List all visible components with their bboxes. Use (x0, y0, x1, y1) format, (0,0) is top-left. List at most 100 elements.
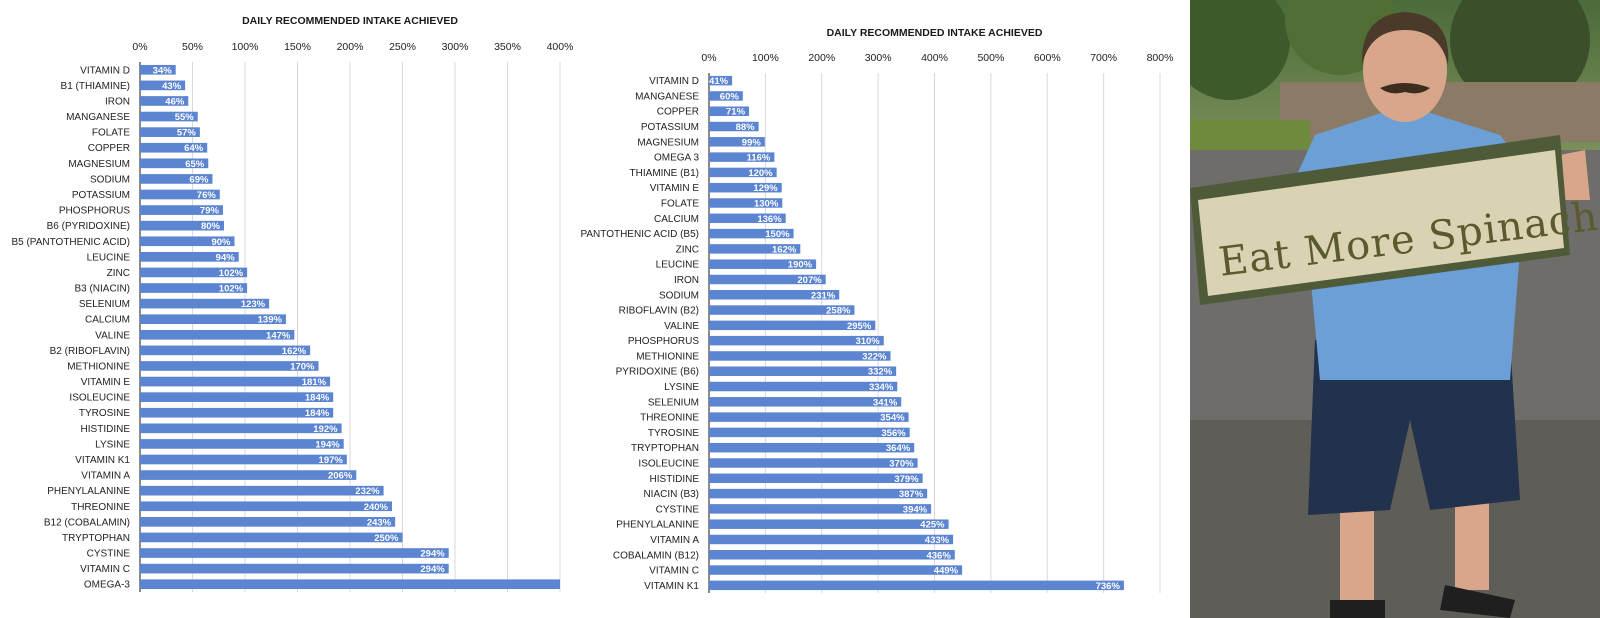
chart-0-bar (140, 158, 209, 169)
chart-0-data-label: 194% (315, 439, 340, 450)
photo-man-with-sign: Eat More Spinach (1190, 0, 1600, 618)
chart-1-x-tick: 300% (865, 52, 892, 64)
chart-0-x-tick: 300% (442, 41, 469, 53)
chart-1-bar (709, 488, 928, 499)
chart-1-x-tick: 600% (1034, 52, 1061, 64)
chart-0-bar (140, 298, 270, 309)
chart-1-data-label: 207% (797, 275, 822, 286)
photo-leg (1455, 500, 1489, 590)
chart-0-category-label: MANGANESE (66, 112, 130, 123)
chart-1-category-label: VITAMIN C (649, 566, 699, 577)
chart-0-data-label: 46% (165, 96, 185, 107)
chart-1-data-label: 332% (868, 367, 893, 378)
chart-1-category-label: THREONINE (640, 413, 699, 424)
chart-1-bar (709, 351, 891, 361)
chart-0-bar (140, 345, 311, 356)
chart-0-category-label: ISOLEUCINE (69, 393, 130, 404)
chart-0-x-tick: 250% (389, 41, 416, 53)
chart-1-category-label: MAGNESIUM (637, 137, 699, 148)
chart-0-data-label: 294% (420, 564, 445, 575)
chart-1-bar (709, 381, 898, 392)
chart-1-data-label: 99% (742, 137, 762, 148)
chart-1-category-label: PHOSPHORUS (628, 336, 699, 347)
chart-1-category-label: VITAMIN E (650, 183, 700, 194)
chart-1-data-label: 162% (772, 244, 797, 255)
chart-0-category-label: PHOSPHORUS (59, 206, 130, 217)
chart-1-bar (709, 259, 817, 269)
chart-1-bar (709, 534, 954, 545)
chart-0-bar (140, 220, 224, 231)
chart-0-bar (140, 361, 319, 371)
chart-1-data-label: 449% (934, 566, 959, 577)
chart-0-bar (140, 64, 176, 75)
chart-1-bar (709, 167, 777, 178)
chart-0-data-label: 250% (374, 533, 399, 544)
chart-0-x-tick: 350% (494, 41, 521, 53)
chart-1-bar (709, 320, 876, 331)
chart-1-bar (709, 427, 910, 438)
chart-0-x-tick: 400% (547, 41, 574, 53)
chart-1-bar (709, 442, 915, 453)
chart-1-category-label: ISOLEUCINE (638, 459, 699, 470)
chart-0-data-label: 43% (162, 81, 182, 92)
chart-1-data-label: 354% (880, 413, 905, 424)
chart-1-bar (709, 152, 775, 162)
chart-1-data-label: 129% (753, 183, 778, 194)
chart-1-data-label: 88% (736, 122, 756, 133)
chart-0-category-label: B2 (RIBOFLAVIN) (50, 346, 130, 357)
chart-0-data-label: 90% (211, 237, 231, 248)
chart-1-bar (709, 580, 1124, 591)
chart-0-bar (140, 189, 220, 200)
chart-0-bar (140, 423, 342, 434)
photo-head (1363, 18, 1447, 122)
chart-1-bar (709, 335, 884, 346)
chart-1-category-label: TRYPTOPHAN (631, 443, 699, 454)
chart-0-bar (140, 392, 334, 402)
chart-1-bar (709, 366, 897, 376)
chart-1-data-label: 433% (925, 535, 950, 546)
chart-1-category-label: LYSINE (664, 382, 699, 393)
chart-1-x-tick: 100% (752, 52, 779, 64)
chart-0-bar (140, 548, 449, 558)
chart-1-x-tick: 400% (921, 52, 948, 64)
chart-1-data-label: 71% (726, 107, 746, 118)
chart-1-data-label: 334% (869, 382, 894, 393)
chart-0-category-label: SELENIUM (79, 299, 130, 310)
chart-0-data-label: 55% (175, 112, 195, 123)
chart-0-category-label: SODIUM (90, 174, 130, 185)
chart-0-bar (140, 142, 208, 153)
chart-0-category-label: FOLATE (92, 128, 130, 139)
chart-0-data-label: 197% (319, 455, 344, 466)
chart-1-bar (709, 91, 743, 101)
chart-0-category-label: PHENYLALANINE (47, 486, 130, 497)
chart-0-title: DAILY RECOMMENDED INTAKE ACHIEVED (242, 15, 458, 27)
photo-hair (1361, 12, 1449, 65)
chart-1-data-label: 231% (811, 290, 836, 301)
chart-1-data-label: 120% (748, 168, 773, 179)
chart-0-x-tick: 100% (232, 41, 259, 53)
chart-0-category-label: VITAMIN E (81, 377, 131, 388)
chart-1-category-label: PYRIDOXINE (B6) (616, 367, 699, 378)
chart-1-category-label: SODIUM (659, 290, 699, 301)
chart-1-data-label: 394% (903, 504, 928, 515)
chart-1-category-label: COPPER (657, 107, 699, 118)
chart-1-data-label: 295% (847, 321, 872, 332)
chart-0-category-label: VITAMIN K1 (75, 455, 130, 466)
chart-1-category-label: CYSTINE (656, 504, 700, 515)
chart-1-category-label: SELENIUM (648, 397, 699, 408)
chart-1-category-label: IRON (674, 275, 699, 286)
chart-0-category-label: B12 (COBALAMIN) (44, 517, 130, 528)
chart-0-data-label: 232% (355, 486, 380, 497)
chart-1-data-label: 436% (926, 550, 951, 561)
chart-0-x-tick: 200% (337, 41, 364, 53)
chart-1-category-label: LEUCINE (656, 260, 700, 271)
chart-0-bar (140, 579, 560, 590)
chart-1-category-label: VITAMIN D (649, 76, 699, 87)
chart-0-bar (140, 96, 189, 106)
chart-1-category-label: POTASSIUM (641, 122, 699, 133)
chart-0-data-label: 243% (367, 517, 392, 528)
chart-0-category-label: VITAMIN A (81, 471, 130, 482)
photo-tree (1190, 0, 1290, 100)
chart-1-category-label: TYROSINE (648, 428, 699, 439)
chart-0-bar (140, 454, 347, 465)
